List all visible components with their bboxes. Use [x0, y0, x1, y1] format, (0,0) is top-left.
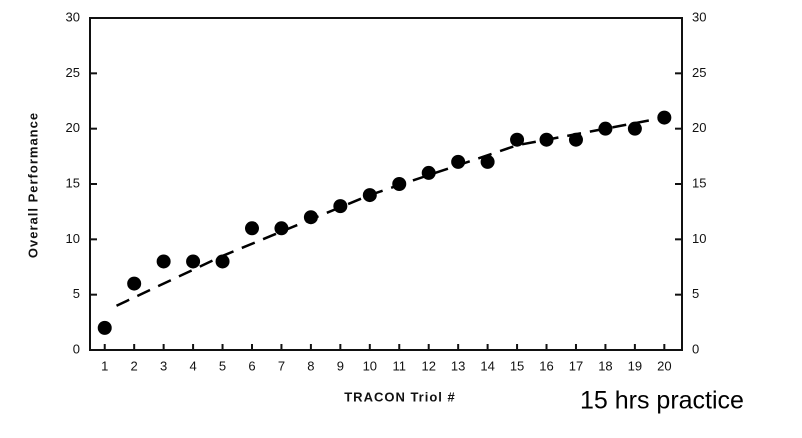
x-tick-label: 5: [219, 358, 226, 373]
data-point: [97, 320, 112, 335]
x-tick-label: 14: [480, 358, 494, 373]
data-point: [480, 154, 495, 169]
y2-tick-label: 30: [692, 9, 706, 24]
x-tick-label: 11: [393, 358, 407, 373]
y-tick-label: 5: [73, 286, 80, 301]
data-point: [333, 199, 348, 214]
x-tick-label: 7: [278, 358, 285, 373]
y-tick-label: 0: [73, 341, 80, 356]
plot-frame: [89, 17, 683, 351]
x-tick-label: 3: [160, 358, 167, 373]
x-tick-label: 9: [337, 358, 344, 373]
y2-tick-label: 25: [692, 65, 706, 80]
x-tick-label: 16: [539, 358, 553, 373]
x-axis-label: TRACON Triol #: [344, 389, 456, 404]
x-tick-label: 18: [598, 358, 612, 373]
data-point: [451, 154, 466, 169]
y2-tick-label: 0: [692, 341, 699, 356]
y-tick-label: 10: [66, 231, 80, 246]
y-axis-label: Overall Performance: [25, 112, 40, 258]
y2-tick-label: 10: [692, 231, 706, 246]
data-point: [156, 254, 171, 269]
y-tick-label: 30: [66, 9, 80, 24]
data-point: [598, 121, 613, 136]
y2-tick-label: 15: [692, 175, 706, 190]
y-tick-label: 20: [66, 120, 80, 135]
x-tick-label: 1: [101, 358, 108, 373]
x-tick-label: 19: [628, 358, 642, 373]
data-point: [186, 254, 201, 269]
y2-tick-label: 20: [692, 120, 706, 135]
x-tick-label: 10: [363, 358, 377, 373]
data-point: [568, 132, 583, 147]
x-tick-label: 12: [421, 358, 435, 373]
data-point: [627, 121, 642, 136]
x-tick-label: 2: [131, 358, 138, 373]
y-tick-label: 25: [66, 65, 80, 80]
x-tick-label: 6: [248, 358, 255, 373]
data-point: [274, 221, 289, 236]
x-tick-label: 15: [510, 358, 524, 373]
x-tick-label: 8: [307, 358, 314, 373]
y2-tick-label: 5: [692, 286, 699, 301]
data-point: [244, 221, 259, 236]
x-tick-label: 20: [657, 358, 671, 373]
data-point: [215, 254, 230, 269]
annotation: 15 hrs practice: [580, 387, 744, 415]
y-tick-label: 15: [66, 175, 80, 190]
trend-line: [115, 116, 665, 307]
data-point: [127, 276, 142, 291]
x-tick-label: 17: [569, 358, 583, 373]
x-tick-label: 13: [451, 358, 465, 373]
x-tick-label: 4: [189, 358, 196, 373]
data-point: [510, 132, 525, 147]
